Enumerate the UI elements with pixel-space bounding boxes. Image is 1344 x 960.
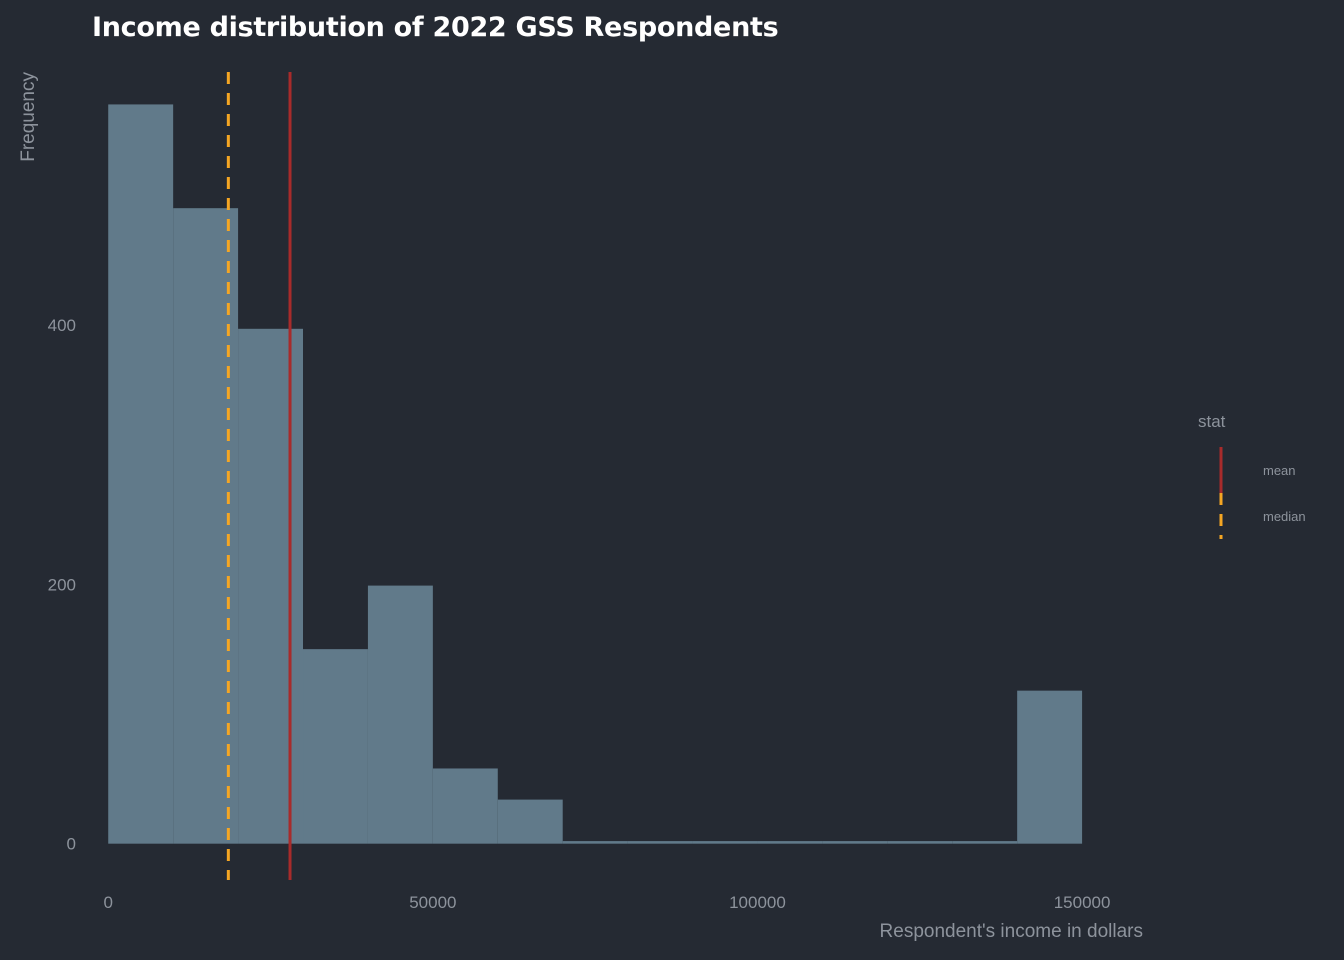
y-tick-label-2: 400 <box>48 316 76 335</box>
y-tick-label-1: 200 <box>48 575 76 594</box>
histogram-bar-3 <box>303 649 368 844</box>
y-tick-label-0: 0 <box>67 835 76 854</box>
legend: stat mean median <box>1198 412 1306 539</box>
histogram-bar-9 <box>692 841 758 844</box>
histogram-bar-13 <box>952 841 1018 844</box>
histogram-bar-2 <box>238 328 304 844</box>
y-axis-ticks: 0 200 400 <box>48 316 76 854</box>
histogram-bar-14 <box>1017 690 1083 844</box>
x-tick-label-3: 150000 <box>1054 893 1111 912</box>
x-axis-title: Respondent's income in dollars <box>880 921 1143 942</box>
chart-title: Income distribution of 2022 GSS Responde… <box>92 12 779 43</box>
x-axis-ticks: 0 50000 100000 150000 <box>103 893 1110 912</box>
histogram-bar-10 <box>757 841 823 844</box>
y-axis-title: Frequency <box>18 72 39 162</box>
histogram-bar-0 <box>108 104 174 844</box>
reference-lines <box>226 72 292 880</box>
histogram-bar-5 <box>432 768 498 844</box>
histogram-bar-6 <box>497 799 563 844</box>
histogram-bar-8 <box>627 841 693 844</box>
histogram-bars <box>108 104 1083 844</box>
legend-title: stat <box>1198 412 1226 431</box>
x-tick-label-1: 50000 <box>409 893 456 912</box>
histogram-bar-7 <box>562 841 628 844</box>
x-tick-label-0: 0 <box>103 893 112 912</box>
x-tick-label-2: 100000 <box>729 893 786 912</box>
legend-label-mean: mean <box>1263 463 1296 478</box>
histogram-bar-4 <box>367 585 433 844</box>
legend-label-median: median <box>1263 509 1306 524</box>
histogram-bar-11 <box>822 841 888 844</box>
histogram-bar-12 <box>887 841 953 844</box>
